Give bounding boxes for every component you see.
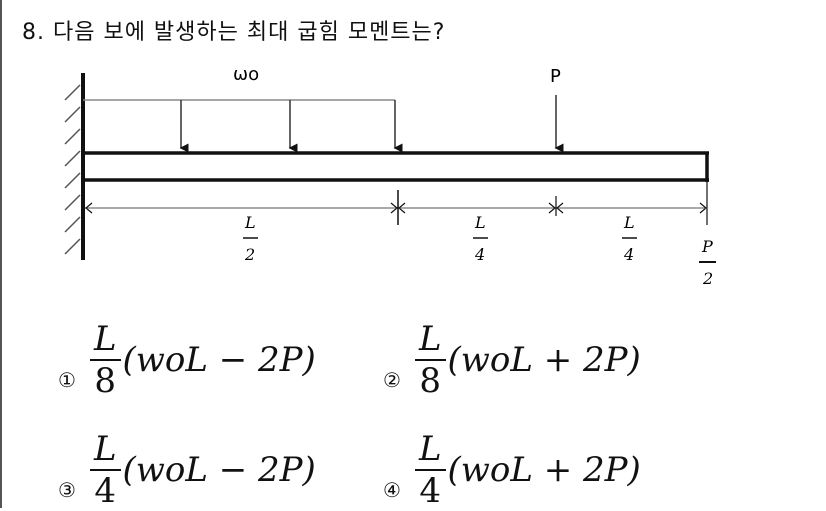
option-marker: ③: [58, 478, 76, 502]
svg-text:L: L: [623, 213, 635, 232]
option-expression: (woL − 2P): [122, 340, 316, 380]
fixed-wall: [64, 73, 85, 260]
load-label: ωo: [233, 64, 259, 85]
end-load-label: P 2: [699, 237, 716, 288]
option-marker: ②: [383, 368, 401, 392]
option-expression: (woL + 2P): [447, 450, 641, 490]
svg-text:2: 2: [244, 245, 255, 264]
svg-text:P: P: [701, 237, 713, 256]
option-marker: ④: [383, 478, 401, 502]
svg-text:2: 2: [702, 269, 713, 288]
question-text: 8. 다음 보에 발생하는 최대 굽힘 모멘트는?: [22, 20, 446, 45]
svg-text:4: 4: [623, 245, 634, 264]
dim-label-1: L 2: [243, 213, 258, 264]
svg-text:4: 4: [474, 245, 485, 264]
svg-text:L: L: [474, 213, 486, 232]
option-expression: (woL + 2P): [447, 340, 641, 380]
dim-label-3: L 4: [622, 213, 637, 264]
dim-label-2: L 4: [473, 213, 488, 264]
distributed-load: [83, 99, 403, 153]
option-expression: (woL − 2P): [122, 450, 316, 490]
dimension-lines: [85, 180, 708, 225]
option-marker: ①: [58, 368, 76, 392]
beam: [83, 151, 709, 182]
svg-text:L: L: [244, 213, 256, 232]
point-load-label: P: [550, 66, 561, 87]
